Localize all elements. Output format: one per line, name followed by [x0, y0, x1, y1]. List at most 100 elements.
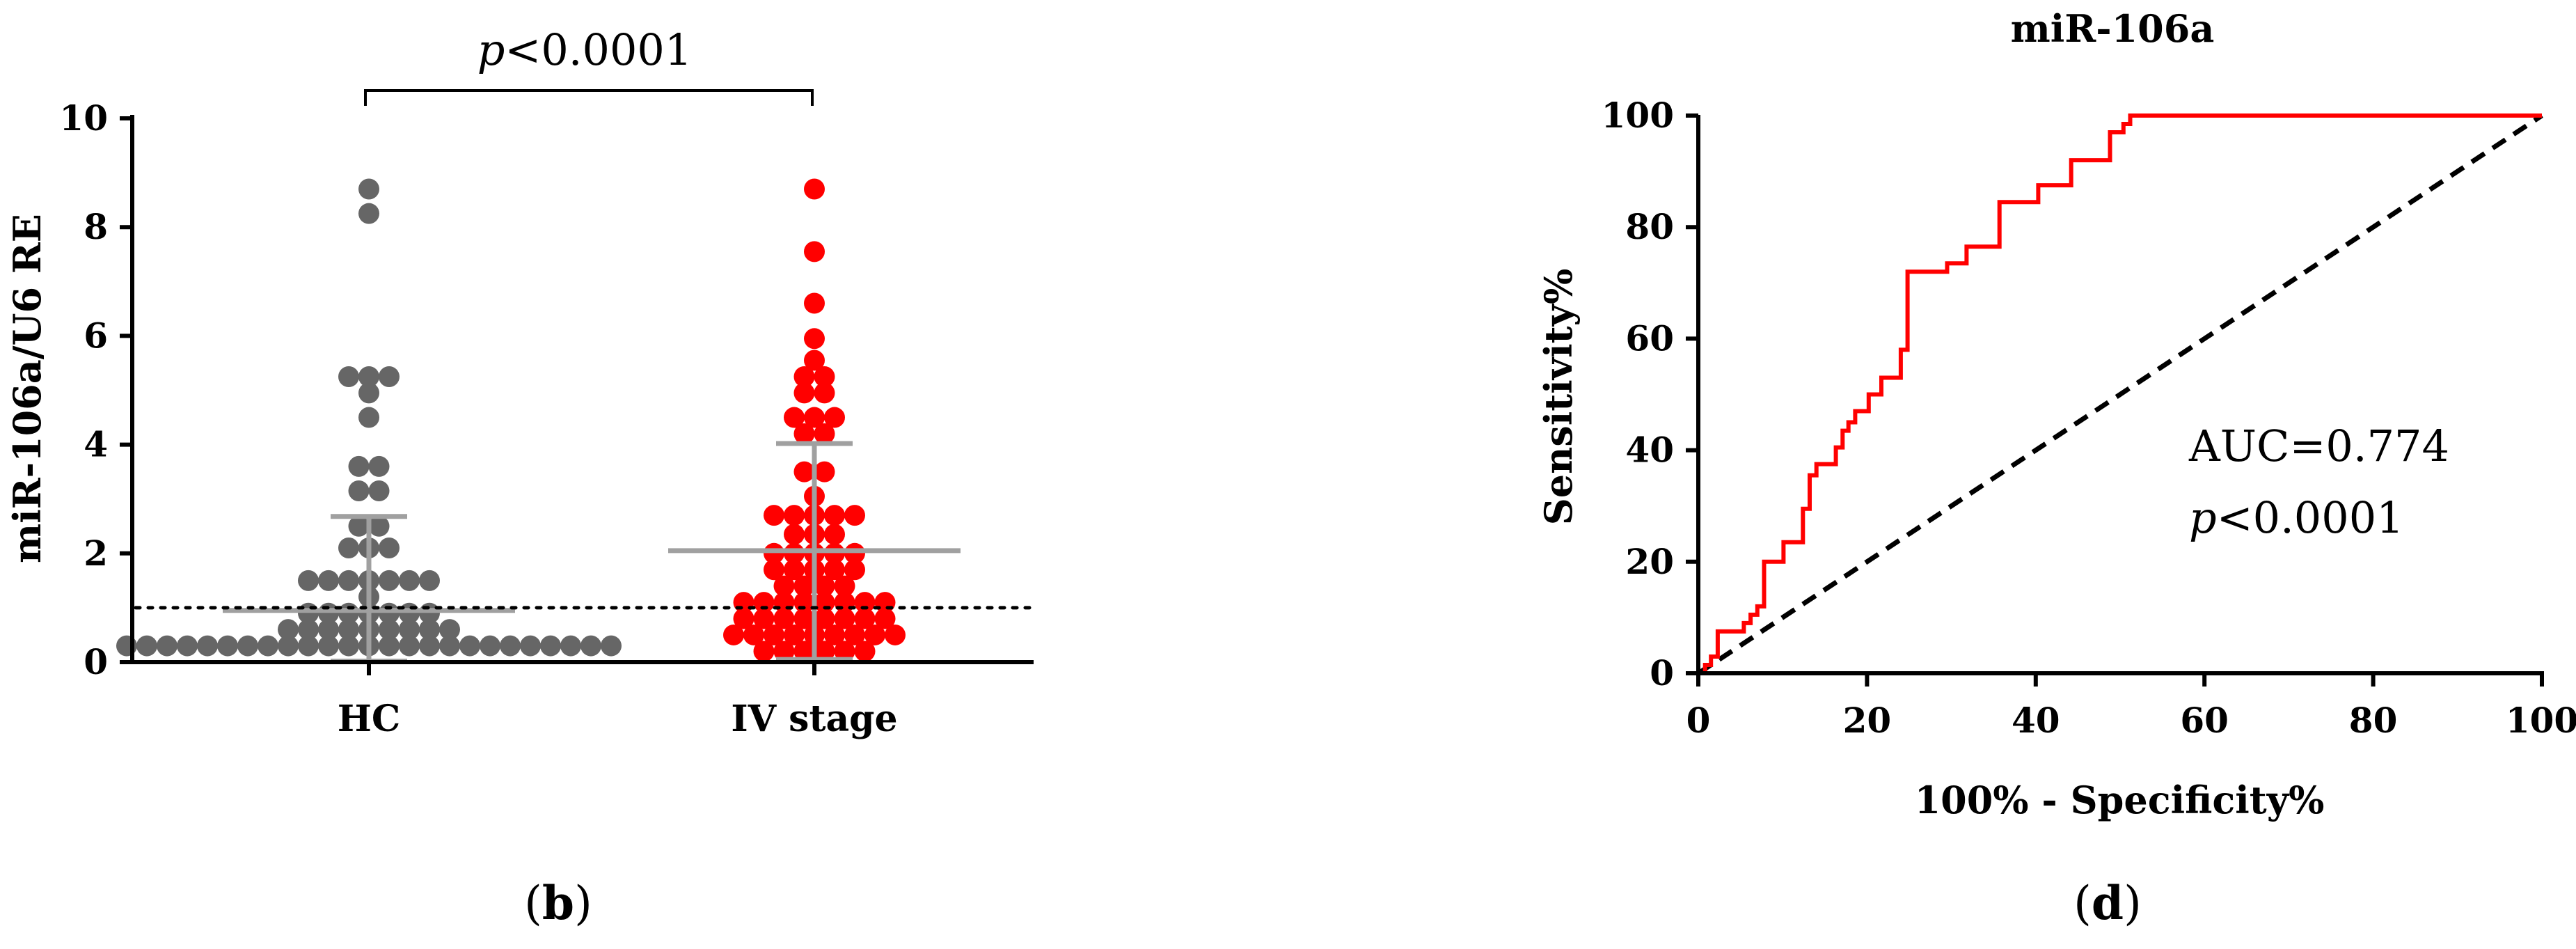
d-panel-label: (d)	[2073, 876, 2142, 930]
d-auc-text: AUC=0.774	[2188, 421, 2449, 471]
d-p-value: p<0.0001	[2189, 492, 2404, 543]
d-x-tick-label: 40	[2012, 700, 2060, 741]
b-data-point	[764, 542, 784, 564]
b-data-point	[338, 537, 359, 558]
b-data-point	[885, 624, 906, 645]
b-data-point	[834, 575, 855, 597]
d-x-tick-label: 100	[2506, 700, 2576, 741]
panel-b: 0 2 4 6 8 10 HC IV stage miR-106a/U6 RE p<0.00…	[5, 24, 1036, 930]
d-y-axis-title: Sensitivity%	[1536, 269, 1581, 526]
b-data-point	[824, 524, 845, 545]
panel-d: miR-106a 0 20 40 60 80 100 0 20 40 60 80 100 Sensi…	[1536, 6, 2576, 930]
b-data-point	[338, 619, 359, 641]
b-data-point	[258, 635, 278, 657]
d-y-tick-label: 100	[1602, 95, 1674, 136]
b-data-point	[723, 624, 744, 645]
b-data-point	[298, 619, 319, 641]
b-data-point	[764, 624, 784, 645]
b-data-point	[177, 635, 198, 657]
b-data-point	[419, 570, 440, 591]
b-data-point	[217, 635, 238, 657]
b-data-point	[743, 624, 764, 645]
d-x-axis-title: 100% - Specificity%	[1915, 778, 2325, 822]
b-data-point	[157, 635, 177, 657]
b-data-point	[439, 619, 460, 641]
b-data-point	[793, 366, 815, 387]
b-data-point	[368, 455, 390, 477]
d-x-tick-label: 20	[1843, 700, 1892, 741]
b-data-point	[804, 328, 825, 350]
b-data-point	[793, 575, 815, 597]
b-y-tick-label: 0	[84, 641, 108, 682]
b-data-point	[753, 592, 775, 613]
b-data-point	[793, 423, 815, 444]
b-data-point	[784, 559, 805, 581]
b-data-point	[854, 641, 876, 662]
d-p-text: <0.0001	[2217, 492, 2404, 543]
b-y-tick-label: 8	[84, 206, 108, 247]
b-data-point	[368, 480, 390, 501]
b-data-point	[834, 608, 855, 629]
b-data-point	[348, 455, 370, 477]
b-data-point	[814, 382, 835, 404]
b-data-point	[278, 619, 299, 641]
b-data-point	[399, 619, 420, 641]
b-data-point	[358, 178, 379, 200]
b-p-text: <0.0001	[505, 24, 692, 75]
b-data-point	[824, 624, 845, 645]
b-data-point	[399, 635, 420, 657]
d-y-tick-label: 20	[1625, 541, 1674, 582]
b-data-point	[814, 608, 835, 629]
b-data-point	[136, 635, 157, 657]
b-data-point	[793, 461, 815, 483]
b-data-point	[348, 515, 370, 537]
b-x-ticks: HC IV stage	[338, 662, 898, 740]
b-y-tick-label: 6	[84, 315, 108, 356]
b-data-point	[379, 537, 400, 558]
b-data-point	[298, 570, 319, 591]
b-y-tick-label: 4	[84, 424, 108, 465]
b-x-tick-label: IV stage	[731, 698, 897, 740]
b-data-point	[520, 635, 541, 657]
b-data-point	[318, 635, 339, 657]
b-data-point	[844, 505, 865, 526]
b-y-ticks: 0 2 4 6 8 10	[59, 97, 132, 682]
b-data-point	[379, 366, 400, 387]
b-data-point	[814, 423, 835, 444]
b-data-point	[358, 382, 379, 404]
b-data-point	[298, 635, 319, 657]
b-data-point	[844, 624, 865, 645]
d-p-prefix: p	[2189, 492, 2217, 543]
b-data-point	[399, 570, 420, 591]
b-data-point	[379, 635, 400, 657]
d-x-ticks: 0 20 40 60 80 100	[1686, 673, 2576, 741]
b-data-point	[824, 407, 845, 428]
d-x-tick-label: 80	[2349, 700, 2398, 741]
b-data-point	[773, 575, 795, 597]
b-data-point	[379, 602, 400, 624]
b-data-point	[237, 635, 258, 657]
b-data-point	[824, 505, 845, 526]
b-panel-letter: b	[542, 876, 574, 930]
b-data-point	[439, 635, 460, 657]
b-data-point	[814, 641, 835, 662]
b-data-point	[864, 624, 885, 645]
b-data-point	[338, 635, 359, 657]
b-data-point	[358, 407, 379, 428]
b-data-point	[560, 635, 581, 657]
b-data-point	[814, 461, 835, 483]
b-data-point	[540, 635, 561, 657]
b-significance-bracket	[364, 89, 814, 106]
b-data-point	[459, 635, 480, 657]
b-data-point	[419, 619, 440, 641]
b-data-point	[784, 505, 805, 526]
b-y-tick-label: 2	[84, 533, 108, 574]
b-data-point	[784, 524, 805, 545]
b-data-point	[318, 570, 339, 591]
d-x-tick-label: 0	[1686, 700, 1711, 741]
b-data-point	[854, 592, 876, 613]
b-p-value: p<0.0001	[477, 24, 693, 75]
b-p-prefix: p	[477, 24, 505, 75]
d-y-tick-label: 60	[1625, 317, 1674, 359]
